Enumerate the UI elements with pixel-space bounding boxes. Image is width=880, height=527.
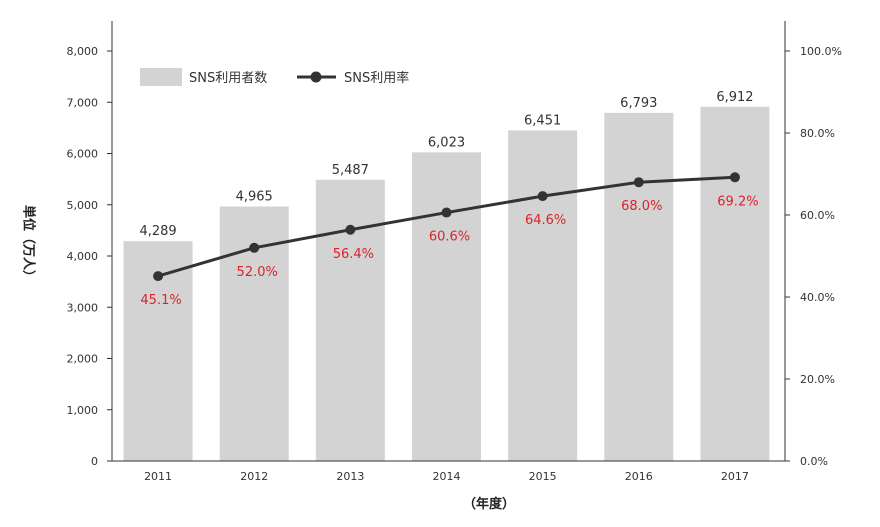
- bar-value-label: 6,912: [716, 90, 753, 105]
- y2-tick-label: 0.0%: [800, 455, 828, 468]
- y2-tick-label: 20.0%: [800, 373, 835, 386]
- bar: [700, 107, 769, 461]
- y-tick-label: 0: [91, 455, 98, 468]
- x-tick-label: 2016: [625, 470, 653, 483]
- chart: 0 1,000 2,000 3,000 4,000 5,000 6,000 7,000 8,00…: [0, 0, 880, 527]
- y-tick-label: 1,000: [67, 404, 99, 417]
- rate-point: [345, 225, 355, 235]
- legend-bar-label: SNS利用者数: [189, 71, 267, 86]
- rate-point: [634, 177, 644, 187]
- rate-point: [442, 208, 452, 218]
- y-tick-label: 6,000: [67, 148, 99, 161]
- y2-tick-label: 100.0%: [800, 45, 842, 58]
- legend-line-label: SNS利用率: [344, 70, 409, 86]
- y2-tick-label: 40.0%: [800, 291, 835, 304]
- x-tick-label: 2017: [721, 470, 749, 483]
- x-tick-label: 2015: [529, 470, 557, 483]
- chart-svg: 0 1,000 2,000 3,000 4,000 5,000 6,000 7,000 8,00…: [0, 0, 880, 527]
- y-tick-label: 2,000: [67, 353, 99, 366]
- y2-tick-label: 60.0%: [800, 209, 835, 222]
- bar: [316, 180, 385, 461]
- rate-point: [730, 172, 740, 182]
- rate-value-label: 69.2%: [717, 194, 758, 209]
- bar: [508, 130, 577, 461]
- y-axis-title: 単位（万人）: [21, 205, 37, 283]
- rate-value-label: 56.4%: [333, 247, 374, 262]
- legend: SNS利用者数 SNS利用率: [140, 68, 409, 86]
- bars-layer: [124, 107, 770, 461]
- rate-point: [153, 271, 163, 281]
- bar: [604, 113, 673, 461]
- bar-value-label: 6,023: [428, 135, 465, 150]
- y2-tick-label: 80.0%: [800, 127, 835, 140]
- x-tick-label: 2014: [433, 470, 461, 483]
- y-tick-label: 3,000: [67, 301, 99, 314]
- bar-value-label: 4,289: [139, 224, 176, 239]
- bar: [412, 152, 481, 461]
- x-axis-title: （年度）: [463, 496, 515, 512]
- bar-value-label: 6,793: [620, 96, 657, 111]
- y-tick-label: 7,000: [67, 96, 99, 109]
- bar-value-label: 6,451: [524, 113, 561, 128]
- rate-point: [249, 243, 259, 253]
- rate-value-label: 68.0%: [621, 199, 662, 214]
- bar-value-label: 4,965: [236, 190, 273, 205]
- legend-line-marker: [311, 72, 322, 83]
- x-tick-label: 2011: [144, 470, 172, 483]
- y-tick-label: 8,000: [67, 45, 99, 58]
- rate-value-label: 45.1%: [140, 293, 181, 308]
- rate-point: [538, 191, 548, 201]
- legend-bar-swatch: [140, 68, 182, 86]
- y-tick-label: 4,000: [67, 250, 99, 263]
- bar-value-label: 5,487: [332, 163, 369, 178]
- y-tick-label: 5,000: [67, 199, 99, 212]
- rate-value-label: 52.0%: [237, 265, 278, 280]
- rate-value-label: 60.6%: [429, 230, 470, 245]
- x-tick-label: 2013: [336, 470, 364, 483]
- x-tick-label: 2012: [240, 470, 268, 483]
- rate-value-label: 64.6%: [525, 213, 566, 228]
